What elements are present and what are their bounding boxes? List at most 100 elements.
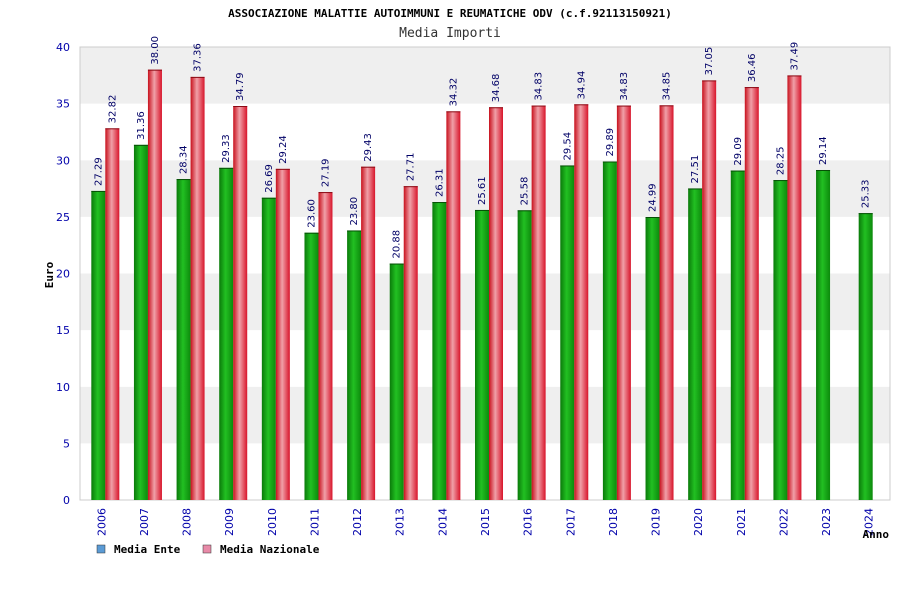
x-tick-label: 2024: [863, 508, 876, 536]
x-tick-label: 2016: [522, 508, 535, 536]
data-label: 34.85: [662, 72, 673, 101]
data-label: 36.46: [747, 53, 758, 82]
chart-title: ASSOCIAZIONE MALATTIE AUTOIMMUNI E REUMA…: [228, 7, 672, 20]
chart-subtitle: Media Importi: [399, 26, 501, 41]
x-tick-label: 2007: [138, 508, 151, 536]
y-tick-label: 25: [56, 211, 70, 224]
bar-media-nazionale: [361, 166, 376, 500]
data-label: 20.88: [392, 230, 403, 259]
x-tick-label: 2019: [650, 508, 663, 536]
bar-media-nazionale: [233, 106, 248, 501]
data-label: 29.54: [562, 132, 573, 161]
bar-media-ente: [133, 144, 148, 500]
bar-media-nazionale: [702, 80, 717, 500]
data-label: 25.61: [477, 176, 488, 205]
x-axis-label: Anno: [863, 528, 890, 541]
y-tick-label: 30: [56, 154, 70, 167]
x-tick-label: 2010: [266, 508, 279, 536]
bar-media-nazionale: [787, 75, 802, 500]
y-tick-label: 20: [56, 268, 70, 281]
x-tick-label: 2022: [777, 508, 790, 536]
bar-media-ente: [347, 230, 362, 500]
data-label: 28.25: [775, 146, 786, 175]
x-tick-label: 2015: [479, 508, 492, 536]
data-label: 27.19: [320, 158, 331, 187]
bar-media-ente: [517, 210, 532, 500]
data-label: 34.83: [534, 72, 545, 101]
bar-media-ente: [560, 165, 575, 500]
data-label: 25.33: [861, 179, 872, 208]
data-label: 32.82: [107, 95, 118, 124]
x-tick-label: 2009: [223, 508, 236, 536]
data-label: 25.58: [520, 177, 531, 206]
data-label: 29.14: [818, 136, 829, 165]
x-tick-label: 2020: [692, 508, 705, 536]
y-axis-label: Euro: [43, 261, 56, 288]
data-label: 34.83: [619, 72, 630, 101]
data-label: 23.60: [306, 199, 317, 228]
bar-media-nazionale: [744, 87, 759, 500]
bar-media-nazionale: [531, 105, 546, 501]
y-tick-label: 5: [63, 437, 70, 450]
bar-media-ente: [389, 263, 404, 500]
legend: Media Ente Media Nazionale: [96, 543, 320, 556]
data-label: 34.94: [576, 71, 587, 100]
x-tick-label: 2017: [564, 508, 577, 536]
bars-group: [91, 69, 873, 501]
data-label: 34.79: [235, 72, 246, 101]
x-tick-label: 2018: [607, 508, 620, 536]
data-label: 37.36: [193, 43, 204, 72]
bar-media-ente: [261, 197, 276, 500]
bar-media-ente: [773, 180, 788, 500]
data-label: 37.49: [789, 42, 800, 71]
data-label: 31.36: [136, 111, 147, 140]
x-tick-label: 2006: [95, 508, 108, 536]
data-label: 26.69: [264, 164, 275, 193]
bar-media-nazionale: [616, 105, 631, 501]
bar-media-nazionale: [403, 186, 418, 500]
y-tick-label: 35: [56, 98, 70, 111]
bar-media-nazionale: [190, 76, 205, 500]
data-label: 23.80: [349, 197, 360, 226]
x-axis-ticks: 2006 2007 2008 2009 2010 2011 2012 2013 2014 2015…: [95, 508, 875, 536]
data-label: 37.05: [704, 47, 715, 76]
bar-media-nazionale: [318, 192, 333, 501]
bar-media-nazionale: [275, 168, 290, 500]
x-tick-label: 2011: [308, 508, 321, 536]
bar-media-ente: [176, 179, 191, 500]
y-axis-ticks: 0 5 10 15 20 25 30 35 40: [56, 41, 70, 507]
data-label: 29.43: [363, 133, 374, 162]
data-label: 29.89: [605, 128, 616, 157]
x-tick-label: 2008: [181, 508, 194, 536]
bar-media-ente: [858, 213, 873, 500]
bar-media-ente: [475, 209, 489, 501]
data-label: 38.00: [150, 36, 161, 65]
data-label: 29.24: [278, 135, 289, 164]
bar-media-ente: [730, 170, 745, 500]
bar-media-ente: [219, 167, 234, 500]
data-label: 34.32: [448, 78, 459, 107]
bar-media-nazionale: [659, 105, 674, 500]
y-tick-label: 15: [56, 324, 70, 337]
legend-swatch-media-ente: [96, 544, 106, 554]
data-label: 28.34: [179, 145, 190, 174]
bar-media-nazionale: [574, 104, 589, 500]
bar-media-ente: [602, 161, 617, 501]
x-tick-label: 2012: [351, 508, 364, 536]
bar-media-ente: [304, 232, 319, 501]
bar-media-ente: [816, 169, 831, 500]
legend-label-media-ente: Media Ente: [114, 543, 181, 556]
y-tick-label: 0: [63, 494, 70, 507]
data-label: 26.31: [434, 168, 445, 197]
data-label: 27.51: [690, 155, 701, 184]
bar-media-ente: [432, 202, 447, 500]
bar-media-ente: [688, 188, 703, 500]
data-label: 24.99: [648, 183, 659, 212]
x-tick-label: 2023: [820, 508, 833, 536]
y-tick-label: 10: [56, 381, 70, 394]
data-label: 29.33: [221, 134, 232, 163]
data-label: 29.09: [733, 137, 744, 166]
bar-media-nazionale: [489, 107, 503, 501]
bar-media-nazionale: [105, 128, 120, 500]
